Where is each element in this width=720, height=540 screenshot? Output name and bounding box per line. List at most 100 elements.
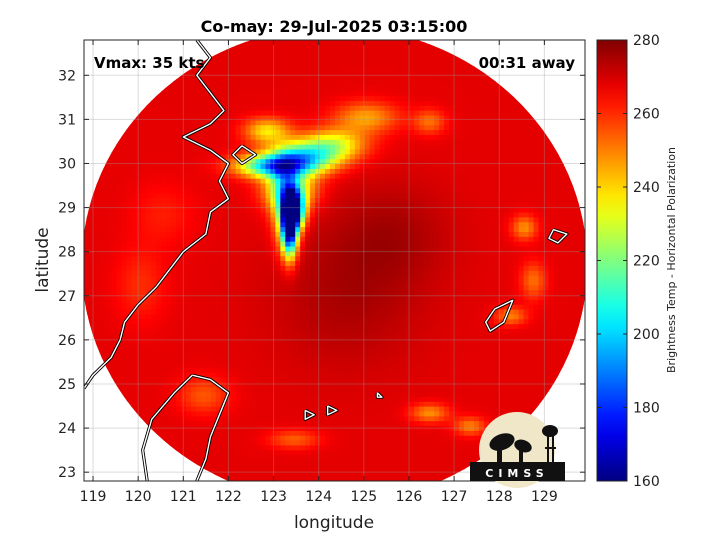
heatmap-cell (161, 362, 167, 368)
heatmap-cell (131, 299, 137, 305)
heatmap-cell (270, 187, 276, 194)
heatmap-cell (265, 245, 271, 252)
heatmap-cell (171, 270, 177, 276)
heatmap-cell (200, 182, 207, 189)
heatmap-cell (305, 71, 311, 77)
heatmap-cell (240, 362, 247, 368)
heatmap-cell (310, 245, 316, 252)
heatmap-cell (141, 284, 147, 291)
heatmap-cell (220, 139, 227, 145)
heatmap-cell (141, 309, 147, 315)
heatmap-cell (151, 362, 157, 368)
heatmap-cell (215, 236, 222, 242)
heatmap-cell (111, 279, 118, 286)
heatmap-cell (205, 328, 212, 334)
heatmap-cell (295, 333, 301, 339)
heatmap-cell (156, 134, 162, 140)
heatmap-cell (245, 313, 252, 320)
heatmap-cell (101, 265, 108, 271)
heatmap-cell (92, 28, 98, 33)
heatmap-cell (300, 100, 306, 106)
heatmap-cell (225, 430, 232, 436)
heatmap-cell (285, 260, 291, 266)
heatmap-cell (295, 279, 301, 286)
heatmap-cell (260, 90, 267, 97)
heatmap-cell (161, 376, 167, 383)
heatmap-cell (210, 158, 217, 165)
heatmap-cell (131, 333, 137, 339)
heatmap-cell (240, 435, 247, 441)
heatmap-cell (240, 187, 247, 194)
heatmap-cell (329, 430, 336, 436)
heatmap-cell (310, 309, 316, 315)
heatmap-cell (320, 211, 326, 218)
heatmap-cell (280, 216, 286, 223)
heatmap-cell (275, 299, 281, 305)
heatmap-cell (161, 318, 167, 325)
heatmap-cell (260, 100, 267, 106)
heatmap-cell (290, 289, 296, 296)
heatmap-cell (156, 119, 162, 126)
heatmap-cell (255, 192, 262, 199)
heatmap-cell (156, 33, 162, 38)
heatmap-cell (220, 435, 227, 441)
heatmap-cell (200, 110, 207, 116)
heatmap-cell (121, 357, 128, 363)
heatmap-cell (91, 202, 98, 208)
heatmap-cell (92, 23, 98, 28)
heatmap-cell (235, 372, 242, 378)
heatmap-cell (141, 129, 147, 135)
heatmap-cell (156, 347, 162, 354)
heatmap-cell (116, 386, 123, 393)
heatmap-cell (270, 168, 276, 174)
heatmap-cell (171, 367, 177, 373)
heatmap-cell (250, 158, 257, 165)
heatmap-cell (290, 216, 296, 223)
heatmap-cell (195, 430, 202, 436)
heatmap-cell (191, 33, 197, 38)
heatmap-cell (91, 309, 98, 315)
heatmap-cell (310, 76, 316, 82)
heatmap-cell (131, 367, 137, 373)
heatmap-cell (245, 425, 252, 431)
heatmap-cell (86, 216, 93, 223)
heatmap-cell (300, 304, 306, 310)
heatmap-cell (295, 211, 301, 218)
heatmap-cell (131, 294, 137, 300)
heatmap-cell (186, 294, 192, 300)
heatmap-cell (255, 420, 262, 427)
heatmap-cell (141, 124, 147, 131)
heatmap-cell (265, 381, 271, 388)
heatmap-cell (215, 90, 222, 97)
heatmap-cell (200, 71, 207, 77)
heatmap-cell (176, 338, 182, 344)
heatmap-cell (251, 489, 257, 494)
heatmap-cell (96, 255, 103, 262)
heatmap-cell (320, 124, 326, 131)
heatmap-cell (270, 275, 276, 281)
heatmap-cell (225, 284, 232, 291)
heatmap-cell (329, 478, 336, 481)
heatmap-cell (230, 439, 237, 446)
heatmap-cell (245, 134, 252, 140)
heatmap-cell (270, 255, 276, 262)
heatmap-cell (230, 401, 237, 407)
heatmap-cell (186, 139, 192, 145)
heatmap-cell (320, 119, 326, 126)
heatmap-cell (220, 61, 227, 68)
heatmap-cell (91, 231, 98, 237)
heatmap-cell (275, 386, 281, 393)
heatmap-cell (220, 245, 227, 252)
heatmap-cell (91, 265, 98, 271)
heatmap-cell (220, 279, 227, 286)
heatmap-cell (131, 342, 137, 349)
heatmap-cell (280, 415, 286, 422)
heatmap-cell (176, 367, 182, 373)
heatmap-cell (171, 216, 177, 223)
heatmap-cell (225, 323, 232, 330)
heatmap-cell (235, 153, 242, 160)
heatmap-cell (225, 192, 232, 199)
heatmap-cell (205, 425, 212, 431)
heatmap-cell (235, 386, 242, 393)
heatmap-cell (255, 459, 262, 465)
